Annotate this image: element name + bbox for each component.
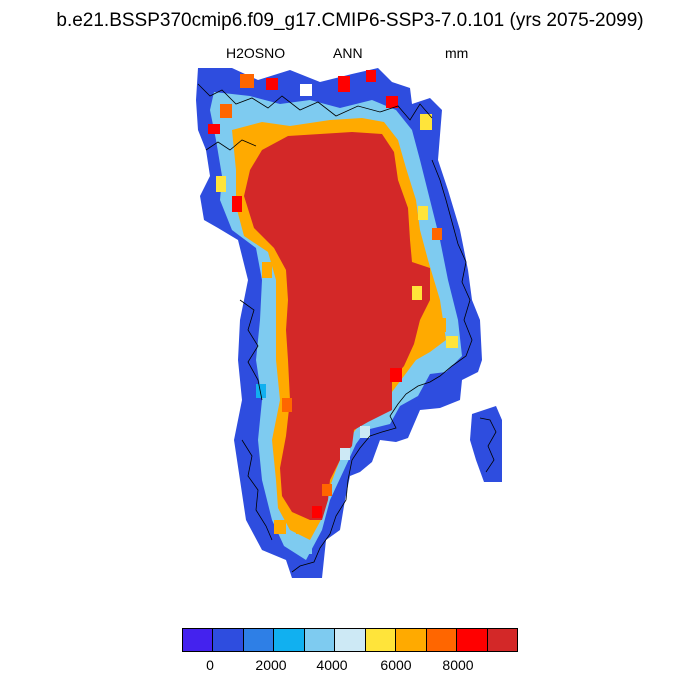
plot-title: b.e21.BSSP370cmip6.f09_g17.CMIP6-SSP3-7.… <box>56 10 644 31</box>
colorbar-tick-label: 6000 <box>380 657 412 673</box>
colorbar-swatch <box>396 629 427 651</box>
colorbar-swatch <box>304 629 336 651</box>
colorbar-tick-label: 4000 <box>316 657 348 673</box>
colorbar <box>182 628 518 652</box>
map-margin-cells <box>208 70 458 554</box>
colorbar-swatch <box>243 629 275 651</box>
colorbar-swatch <box>487 629 517 651</box>
units-label: mm <box>445 45 469 61</box>
colorbar-swatch <box>213 629 244 651</box>
map-east-island <box>470 406 502 482</box>
colorbar-tick-label: 2000 <box>255 657 287 673</box>
coastline <box>197 83 497 573</box>
colorbar-tick-label: 0 <box>206 657 214 673</box>
map-interior <box>244 132 430 520</box>
season-label: ANN <box>333 45 363 61</box>
colorbar-swatch <box>426 629 458 651</box>
colorbar-swatch <box>335 629 366 651</box>
colorbar-tick-label: 8000 <box>442 657 474 673</box>
colorbar-swatch <box>183 629 214 651</box>
colorbar-swatch <box>365 629 397 651</box>
colorbar-swatch <box>274 629 305 651</box>
variable-label: H2OSNO <box>226 45 286 61</box>
colorbar-swatch <box>457 629 488 651</box>
